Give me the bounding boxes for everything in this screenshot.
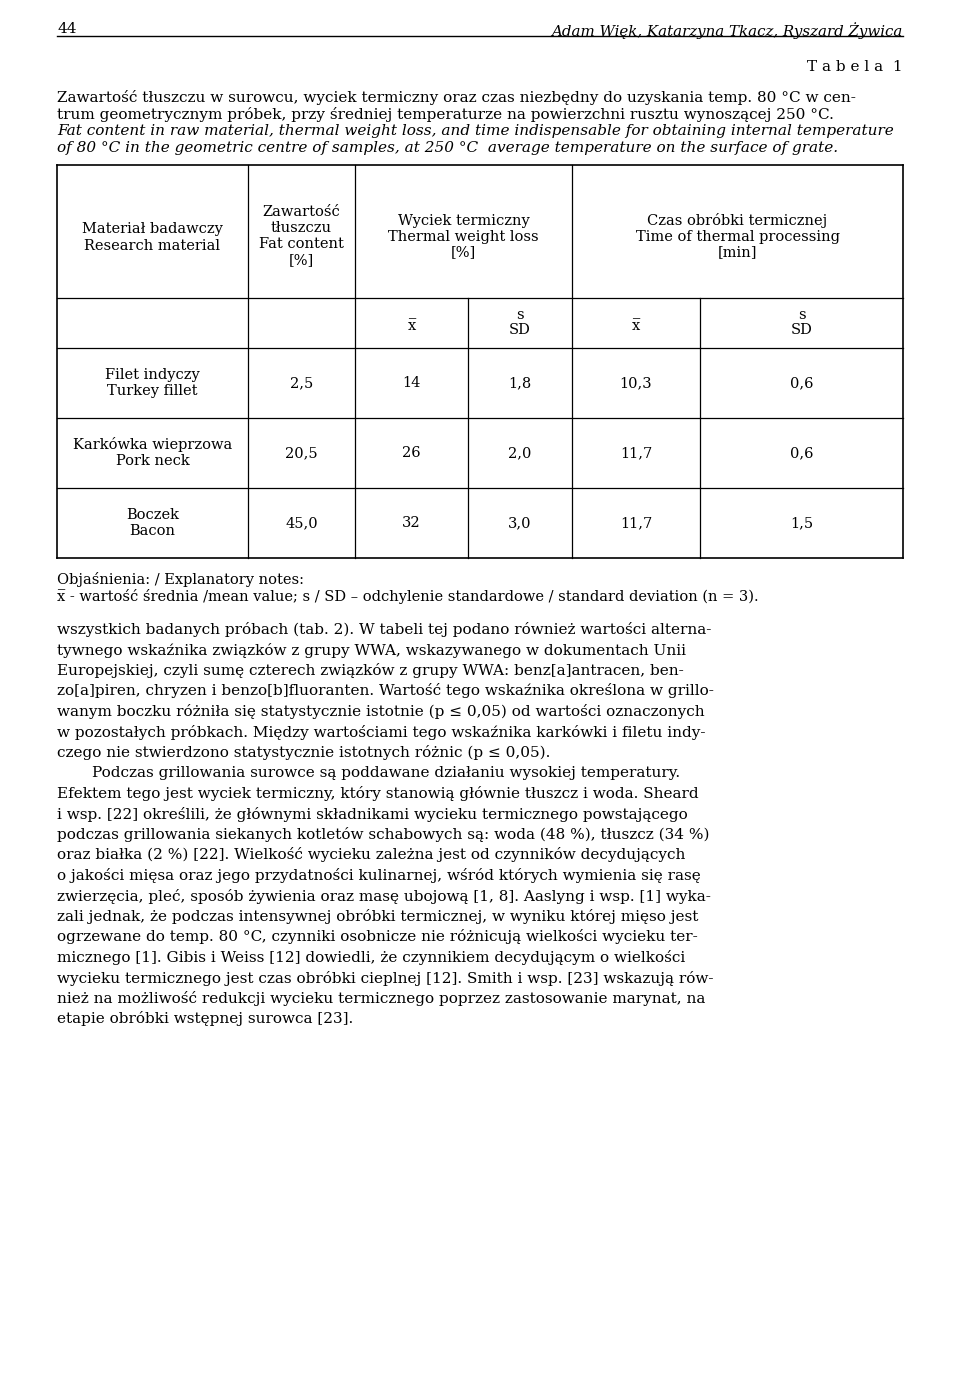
Text: zwierzęcia, pleć, sposób żywienia oraz masę ubojową [1, 8]. Aaslyng i wsp. [1] w: zwierzęcia, pleć, sposób żywienia oraz m… [57,889,710,904]
Text: trum geometrycznym próbek, przy średniej temperaturze na powierzchni rusztu wyno: trum geometrycznym próbek, przy średniej… [57,107,834,123]
Text: Bacon: Bacon [130,524,176,538]
Text: 2,5: 2,5 [290,376,313,390]
Text: 14: 14 [402,376,420,390]
Text: Pork neck: Pork neck [115,454,189,468]
Text: etapie obróbki wstępnej surowca [23].: etapie obróbki wstępnej surowca [23]. [57,1011,353,1027]
Text: 20,5: 20,5 [285,446,318,460]
Text: Karkówka wieprzowa: Karkówka wieprzowa [73,437,232,453]
Text: SD: SD [791,323,812,337]
Text: Fat content in raw material, thermal weight loss, and time indispensable for obt: Fat content in raw material, thermal wei… [57,124,894,138]
Text: x̅: x̅ [407,319,416,333]
Text: 11,7: 11,7 [620,515,652,529]
Text: Fat content: Fat content [259,237,344,252]
Text: x̅: x̅ [632,319,640,333]
Text: Europejskiej, czyli sumę czterech związków z grupy WWA: benz[a]antracen, ben-: Europejskiej, czyli sumę czterech związk… [57,663,684,678]
Text: i wsp. [22] określili, że głównymi składnikami wycieku termicznego powstającego: i wsp. [22] określili, że głównymi skład… [57,807,687,822]
Text: Adam Więk, Katarzyna Tkacz, Ryszard Żywica: Adam Więk, Katarzyna Tkacz, Ryszard Żywi… [552,22,903,39]
Text: 0,6: 0,6 [790,446,813,460]
Text: Czas obróbki termicznej: Czas obróbki termicznej [647,213,828,228]
Text: 1,8: 1,8 [509,376,532,390]
Text: Materiał badawczy: Materiał badawczy [82,223,223,237]
Text: 10,3: 10,3 [620,376,652,390]
Text: tłuszczu: tłuszczu [271,221,332,235]
Text: [%]: [%] [289,254,314,267]
Text: Boczek: Boczek [126,508,179,522]
Text: Research material: Research material [84,240,221,254]
Text: oraz białka (2 %) [22]. Wielkość wycieku zależna jest od czynników decydujących: oraz białka (2 %) [22]. Wielkość wycieku… [57,847,685,862]
Text: 26: 26 [402,446,420,460]
Text: zali jednak, że podczas intensywnej obróbki termicznej, w wyniku której mięso je: zali jednak, że podczas intensywnej obró… [57,910,698,924]
Text: zo[a]piren, chryzen i benzo[b]fluoranten. Wartość tego wskaźnika określona w gri: zo[a]piren, chryzen i benzo[b]fluoranten… [57,684,714,698]
Text: 1,5: 1,5 [790,515,813,529]
Text: wszystkich badanych próbach (tab. 2). W tabeli tej podano również wartości alter: wszystkich badanych próbach (tab. 2). W … [57,623,711,637]
Text: Objaśnienia: / Explanatory notes:: Objaśnienia: / Explanatory notes: [57,573,304,586]
Text: 11,7: 11,7 [620,446,652,460]
Text: Thermal weight loss: Thermal weight loss [388,230,539,244]
Text: s: s [516,308,524,322]
Text: Zawartość tłuszczu w surowcu, wyciek termiczny oraz czas niezbędny do uzyskania : Zawartość tłuszczu w surowcu, wyciek ter… [57,91,856,104]
Text: tywnego wskaźnika związków z grupy WWA, wskazywanego w dokumentach Unii: tywnego wskaźnika związków z grupy WWA, … [57,642,686,657]
Text: [min]: [min] [718,245,757,259]
Text: 32: 32 [402,515,420,529]
Text: Turkey fillet: Turkey fillet [108,384,198,398]
Text: nież na możliwość redukcji wycieku termicznego poprzez zastosowanie marynat, na: nież na możliwość redukcji wycieku termi… [57,990,706,1006]
Text: 45,0: 45,0 [285,515,318,529]
Text: w pozostałych próbkach. Między wartościami tego wskaźnika karkówki i filetu indy: w pozostałych próbkach. Między wartościa… [57,724,706,740]
Text: SD: SD [509,323,531,337]
Text: s: s [798,308,805,322]
Text: Wyciek termiczny: Wyciek termiczny [397,213,529,227]
Text: ogrzewane do temp. 80 °C, czynniki osobnicze nie różnicują wielkości wycieku ter: ogrzewane do temp. 80 °C, czynniki osobn… [57,929,698,944]
Text: 3,0: 3,0 [508,515,532,529]
Text: Time of thermal processing: Time of thermal processing [636,230,839,244]
Text: wanym boczku różniła się statystycznie istotnie (p ≤ 0,05) od wartości oznaczony: wanym boczku różniła się statystycznie i… [57,703,705,719]
Text: Podczas grillowania surowce są poddawane działaniu wysokiej temperatury.: Podczas grillowania surowce są poddawane… [92,766,680,780]
Text: podczas grillowania siekanych kotletów schabowych są: woda (48 %), tłuszcz (34 %: podczas grillowania siekanych kotletów s… [57,827,709,841]
Text: Filet indyczy: Filet indyczy [106,368,200,382]
Text: micznego [1]. Gibis i Weiss [12] dowiedli, że czynnikiem decydującym o wielkości: micznego [1]. Gibis i Weiss [12] dowiedl… [57,950,685,965]
Text: wycieku termicznego jest czas obróbki cieplnej [12]. Smith i wsp. [23] wskazują : wycieku termicznego jest czas obróbki ci… [57,971,713,985]
Text: 2,0: 2,0 [508,446,532,460]
Text: o jakości mięsa oraz jego przydatności kulinarnej, wśród których wymienia się ra: o jakości mięsa oraz jego przydatności k… [57,868,701,883]
Text: czego nie stwierdzono statystycznie istotnych różnic (p ≤ 0,05).: czego nie stwierdzono statystycznie isto… [57,745,550,761]
Text: of 80 °C in the geometric centre of samples, at 250 °C  average temperature on t: of 80 °C in the geometric centre of samp… [57,141,838,155]
Text: Efektem tego jest wyciek termiczny, który stanowią głównie tłuszcz i woda. Shear: Efektem tego jest wyciek termiczny, któr… [57,786,699,801]
Text: [%]: [%] [451,245,476,259]
Text: 0,6: 0,6 [790,376,813,390]
Text: x̅ - wartość średnia /mean value; s / SD – odchylenie standardowe / standard dev: x̅ - wartość średnia /mean value; s / SD… [57,589,758,605]
Text: T a b e l a  1: T a b e l a 1 [807,60,903,74]
Text: 44: 44 [57,22,77,36]
Text: Zawartość: Zawartość [263,206,341,220]
